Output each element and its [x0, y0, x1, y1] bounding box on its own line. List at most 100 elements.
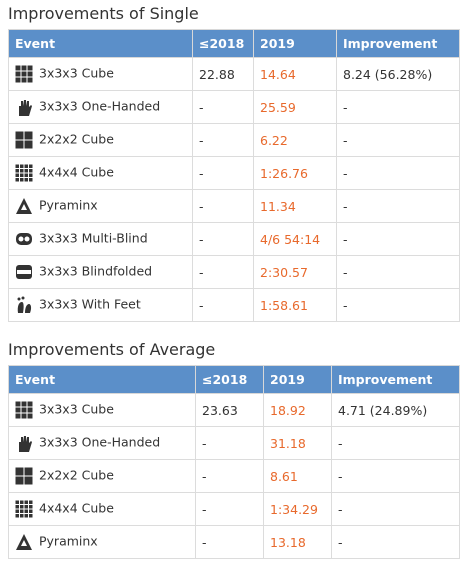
- improvement: -: [331, 492, 460, 526]
- cell-text: -: [343, 231, 348, 247]
- event: Pyraminx: [8, 525, 196, 559]
- improvement: 8.24 (56.28%): [336, 57, 460, 91]
- event-icon: [17, 296, 32, 313]
- header-row: Event ≤2018 2019 Improvement: [8, 365, 460, 394]
- cell-text: -: [199, 198, 204, 214]
- cell-text: 1:34.29: [270, 501, 318, 517]
- single-section: Improvements of Single Event ≤2018 2019 Imp…: [8, 4, 460, 322]
- cell-text: -: [343, 132, 348, 148]
- cell-text: 3x3x3 Cube: [39, 65, 114, 81]
- improvement: -: [331, 459, 460, 493]
- cell-text: 18.92: [270, 402, 306, 418]
- cell-text: 11.34: [260, 198, 296, 214]
- column-header: Improvement: [331, 365, 460, 394]
- result-row: Pyraminx - 13.18 -: [8, 525, 460, 559]
- improvement: -: [336, 156, 460, 190]
- column-header: ≤2018: [192, 29, 254, 58]
- cell-text: -: [202, 435, 207, 451]
- result-row: 3x3x3 One-Handed - 31.18 -: [8, 426, 460, 460]
- event-icon: [15, 164, 33, 182]
- column-header: ≤2018: [195, 365, 264, 394]
- column-header: Event: [8, 29, 193, 58]
- column-header: Improvement: [336, 29, 460, 58]
- results-table: Event ≤2018 2019 Improvement 3x3x3 Cube 22.88…: [8, 29, 460, 322]
- cell-text: -: [343, 165, 348, 181]
- event: 3x3x3 Blindfolded: [8, 255, 193, 289]
- new-result: 8.61: [263, 459, 332, 493]
- prev-result: -: [195, 492, 264, 526]
- result-row: 3x3x3 With Feet - 1:58.61 -: [8, 288, 460, 322]
- prev-result: -: [192, 156, 254, 190]
- cell-text: -: [343, 297, 348, 313]
- result-row: 3x3x3 Cube 23.63 18.92 4.71 (24.89%): [8, 393, 460, 427]
- average-section: Improvements of Average Event ≤2018 2019 Im…: [0, 336, 473, 559]
- cell-text: 1:58.61: [260, 297, 308, 313]
- cell-text: 4x4x4 Cube: [39, 500, 114, 516]
- prev-result: -: [192, 123, 254, 157]
- event-icon: [15, 467, 33, 485]
- result-row: 2x2x2 Cube - 8.61 -: [8, 459, 460, 493]
- new-result: 2:30.57: [253, 255, 337, 289]
- result-row: 2x2x2 Cube - 6.22 -: [8, 123, 460, 157]
- prev-result: -: [195, 459, 264, 493]
- cell-text: 4.71 (24.89%): [338, 402, 428, 418]
- cell-text: 3x3x3 Cube: [39, 401, 114, 417]
- cell-text: Pyraminx: [39, 197, 98, 213]
- event-icon: [19, 100, 32, 116]
- prev-result: -: [195, 525, 264, 559]
- new-result: 4/6 54:14: [253, 222, 337, 256]
- cell-text: -: [338, 468, 343, 484]
- improvement: -: [336, 222, 460, 256]
- event: 3x3x3 One-Handed: [8, 90, 193, 124]
- cell-text: -: [343, 198, 348, 214]
- event: 3x3x3 One-Handed: [8, 426, 196, 460]
- result-row: 4x4x4 Cube - 1:26.76 -: [8, 156, 460, 190]
- event-icon: [15, 131, 33, 149]
- cell-text: -: [343, 264, 348, 280]
- result-row: 4x4x4 Cube - 1:34.29 -: [8, 492, 460, 526]
- cell-text: -: [199, 132, 204, 148]
- cell-text: 4/6 54:14: [260, 231, 321, 247]
- improvement: -: [336, 123, 460, 157]
- cell-text: -: [338, 501, 343, 517]
- improvement: -: [336, 255, 460, 289]
- improvement: -: [336, 90, 460, 124]
- cell-text: 2x2x2 Cube: [39, 467, 114, 483]
- new-result: 13.18: [263, 525, 332, 559]
- new-result: 6.22: [253, 123, 337, 157]
- event: 3x3x3 Multi-Blind: [8, 222, 193, 256]
- prev-result: 22.88: [192, 57, 254, 91]
- cell-text: 3x3x3 One-Handed: [39, 98, 161, 114]
- result-row: 3x3x3 Blindfolded - 2:30.57 -: [8, 255, 460, 289]
- event-icon: [15, 65, 33, 83]
- improvement: -: [331, 525, 460, 559]
- cell-text: 8.61: [270, 468, 298, 484]
- improvement: -: [336, 288, 460, 322]
- cell-text: 8.24 (56.28%): [343, 66, 433, 82]
- cell-text: 6.22: [260, 132, 288, 148]
- result-row: Pyraminx - 11.34 -: [8, 189, 460, 223]
- event: 3x3x3 With Feet: [8, 288, 193, 322]
- cell-text: -: [199, 264, 204, 280]
- section-title: Improvements of Single: [8, 4, 199, 23]
- new-result: 11.34: [253, 189, 337, 223]
- cell-text: 13.18: [270, 534, 306, 550]
- new-result: 25.59: [253, 90, 337, 124]
- cell-text: -: [202, 501, 207, 517]
- cell-text: -: [338, 435, 343, 451]
- event-icon: [16, 233, 32, 245]
- cell-text: -: [338, 534, 343, 550]
- new-result: 31.18: [263, 426, 332, 460]
- cell-text: 1:26.76: [260, 165, 308, 181]
- cell-text: -: [343, 99, 348, 115]
- prev-result: -: [192, 288, 254, 322]
- event-icon: [15, 500, 33, 518]
- cell-text: Pyraminx: [39, 533, 98, 549]
- new-result: 18.92: [263, 393, 332, 427]
- event: 2x2x2 Cube: [8, 123, 193, 157]
- event: 4x4x4 Cube: [8, 492, 196, 526]
- cell-text: -: [202, 534, 207, 550]
- cell-text: -: [202, 468, 207, 484]
- cell-text: 2x2x2 Cube: [39, 131, 114, 147]
